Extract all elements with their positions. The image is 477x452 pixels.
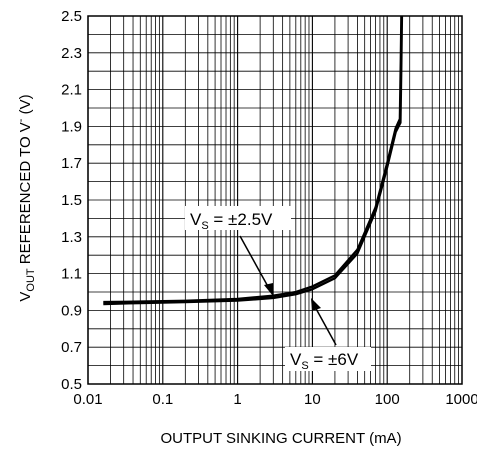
x-tick-label: 10 — [304, 391, 321, 408]
y-tick-label: 1.7 — [61, 155, 82, 172]
series-group — [103, 15, 404, 306]
series-line-1 — [103, 15, 403, 304]
y-tick-label: 0.9 — [61, 302, 82, 319]
series-label-2-5v: VS = ±2.5V — [185, 206, 291, 296]
y-tick-label: 1.5 — [61, 192, 82, 209]
y-tick-label: 2.5 — [61, 8, 82, 25]
x-tick-label: 1000 — [445, 391, 477, 408]
svg-text:VS = ±2.5V: VS = ±2.5V — [190, 210, 273, 232]
y-tick-label: 1.3 — [61, 229, 82, 246]
x-axis-title: OUTPUT SINKING CURRENT (mA) — [160, 430, 401, 447]
y-axis-title: VOUT REFERENCED TO V- (V) — [15, 94, 37, 301]
series-label-6v: VS = ±6V — [285, 298, 371, 372]
y-tick-label: 0.5 — [61, 376, 82, 393]
grid — [87, 15, 462, 385]
plot-frame — [87, 15, 463, 385]
y-tick-label: 1.1 — [61, 266, 82, 283]
x-tick-label: 1 — [233, 391, 241, 408]
svg-text:VS = ±6V: VS = ±6V — [290, 350, 359, 372]
y-tick-label: 2.3 — [61, 45, 82, 62]
series-line-2 — [103, 15, 404, 306]
y-tick-labels: 0.5 0.7 0.9 1.1 1.3 1.5 1.7 1.9 2.1 2.3 2.5 — [61, 8, 82, 393]
y-tick-label: 1.9 — [61, 118, 82, 135]
y-tick-label: 2.1 — [61, 82, 82, 99]
x-tick-label: 0.1 — [152, 391, 173, 408]
x-tick-label: 0.01 — [73, 391, 102, 408]
x-tick-labels: 0.01 0.1 1 10 100 1000 — [73, 391, 477, 408]
y-tick-label: 0.7 — [61, 339, 82, 356]
x-tick-label: 100 — [375, 391, 400, 408]
